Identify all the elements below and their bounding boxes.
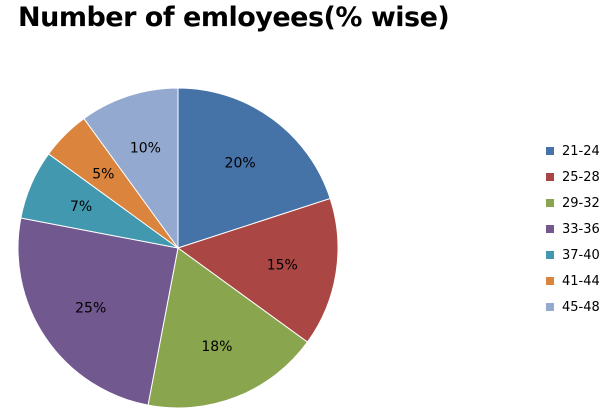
chart-title: Number of emloyees(% wise) xyxy=(18,2,450,33)
pie-slice-33-36 xyxy=(17,217,179,406)
legend-swatch xyxy=(546,303,554,311)
legend-item-29-32: 29-32 xyxy=(546,190,600,216)
legend-label: 33-36 xyxy=(562,221,600,237)
data-label-33-36: 25% xyxy=(75,300,106,316)
legend-swatch xyxy=(546,173,554,181)
data-label-21-24: 20% xyxy=(225,156,256,172)
legend-item-25-28: 25-28 xyxy=(546,164,600,190)
legend-label: 37-40 xyxy=(562,247,600,263)
legend-swatch xyxy=(546,199,554,207)
pie-slice-21-24 xyxy=(177,87,331,249)
legend: 21-24 25-28 29-32 33-36 37-40 41-44 45-48 xyxy=(546,138,600,320)
pie-data-labels: 20% 15% 18% 25% 7% 5% 10% xyxy=(70,141,298,356)
data-label-45-48: 10% xyxy=(130,141,161,157)
legend-item-45-48: 45-48 xyxy=(546,294,600,320)
legend-label: 25-28 xyxy=(562,169,600,185)
legend-label: 29-32 xyxy=(562,195,600,211)
legend-swatch xyxy=(546,225,554,233)
legend-item-37-40: 37-40 xyxy=(546,242,600,268)
pie-slice-29-32 xyxy=(147,247,309,409)
legend-label: 21-24 xyxy=(562,143,600,159)
data-label-29-32: 18% xyxy=(201,339,232,355)
legend-swatch xyxy=(546,277,554,285)
data-label-37-40: 7% xyxy=(70,199,92,215)
pie-slice-45-48 xyxy=(83,87,179,250)
legend-swatch xyxy=(546,147,554,155)
legend-item-41-44: 41-44 xyxy=(546,268,600,294)
pie-slice-25-28 xyxy=(176,197,339,343)
legend-item-21-24: 21-24 xyxy=(546,138,600,164)
data-label-41-44: 5% xyxy=(92,166,114,182)
data-label-25-28: 15% xyxy=(267,258,298,274)
pie-slices xyxy=(17,87,339,409)
legend-swatch xyxy=(546,251,554,259)
legend-label: 41-44 xyxy=(562,273,600,289)
legend-item-33-36: 33-36 xyxy=(546,216,600,242)
legend-label: 45-48 xyxy=(562,299,600,315)
